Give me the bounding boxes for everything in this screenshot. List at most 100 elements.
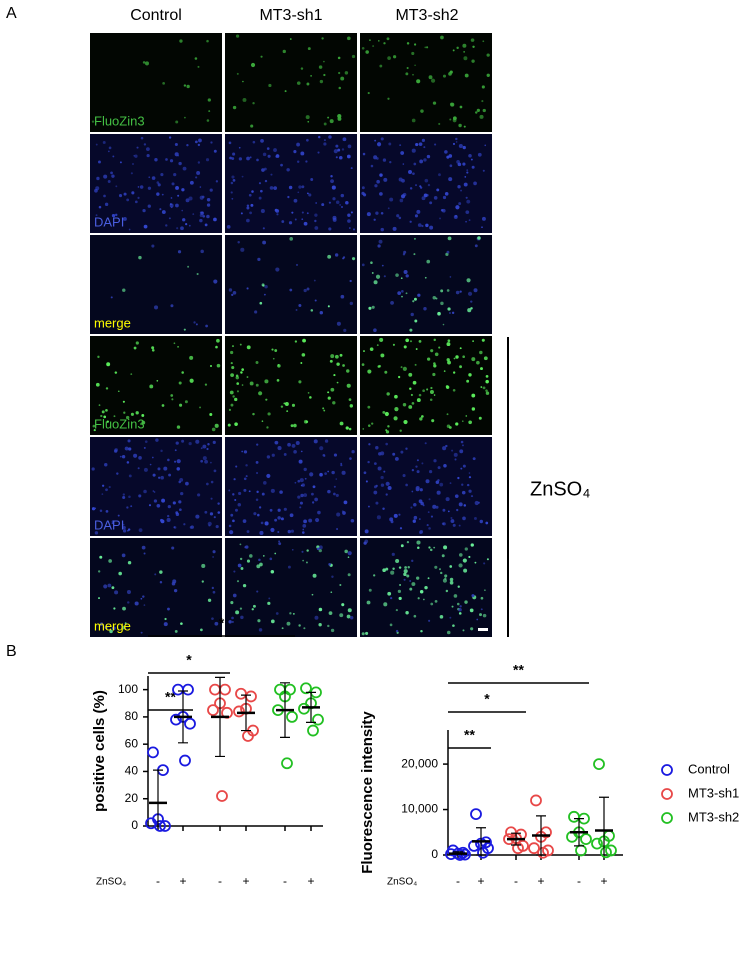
cell-dot — [333, 149, 338, 154]
cell-dot — [206, 482, 209, 486]
cell-dot — [205, 324, 208, 328]
cell-dot — [305, 115, 310, 120]
cell-dot — [392, 343, 395, 346]
cell-dot — [201, 580, 204, 583]
cell-dot — [302, 338, 306, 343]
cell-dot — [454, 214, 458, 218]
cell-dot — [290, 529, 294, 533]
cell-dot — [412, 519, 416, 523]
cell-dot — [229, 530, 234, 535]
cell-dot — [430, 602, 434, 606]
legend-marker — [661, 764, 673, 776]
cell-dot — [395, 629, 399, 633]
cell-dot — [272, 357, 275, 360]
micrograph — [360, 134, 492, 233]
cell-dot — [339, 613, 344, 618]
cell-dot — [468, 555, 471, 559]
cell-dot — [300, 450, 303, 453]
cell-dot — [217, 511, 221, 514]
cell-dot — [184, 116, 186, 119]
cell-dot — [277, 530, 280, 533]
cell-dot — [156, 192, 160, 196]
cell-dot — [382, 568, 386, 573]
cell-dot — [303, 221, 308, 226]
cell-dot — [421, 415, 424, 418]
cell-dot — [171, 398, 174, 401]
cell-dot — [186, 144, 189, 147]
cell-dot — [170, 304, 174, 308]
cell-dot — [206, 119, 210, 122]
cell-dot — [339, 204, 341, 206]
cell-dot — [201, 563, 206, 568]
cell-dot — [167, 458, 170, 462]
cell-dot — [463, 568, 468, 573]
cell-dot — [405, 483, 408, 487]
cell-dot — [402, 402, 407, 407]
cell-dot — [398, 566, 402, 569]
treatment-label: ZnSO₄ — [530, 478, 590, 500]
cell-dot — [432, 295, 437, 300]
row-label: FluoZin3 — [94, 113, 145, 128]
cell-dot — [445, 252, 449, 256]
cell-dot — [126, 590, 131, 595]
cell-dot — [255, 498, 259, 502]
cell-dot — [111, 213, 116, 218]
cell-dot — [263, 167, 267, 171]
cell-dot — [195, 514, 200, 519]
cell-dot — [471, 407, 476, 411]
cell-dot — [428, 546, 431, 549]
cell-dot — [284, 90, 287, 93]
cell-dot — [143, 143, 147, 146]
cell-dot — [153, 499, 158, 503]
cell-dot — [199, 186, 202, 188]
cell-dot — [430, 386, 433, 390]
cell-dot — [455, 355, 459, 359]
cell-dot — [333, 492, 336, 496]
cell-dot — [361, 263, 365, 267]
cell-dot — [241, 368, 244, 371]
cell-dot — [181, 188, 185, 192]
cell-dot — [241, 384, 244, 386]
cell-dot — [294, 218, 297, 221]
cell-dot — [276, 379, 280, 382]
cell-dot — [270, 527, 275, 533]
cell-dot — [252, 412, 255, 416]
cell-dot — [200, 447, 203, 450]
cell-dot — [455, 422, 459, 426]
cell-dot — [341, 206, 343, 208]
cell-dot — [338, 71, 341, 75]
cell-dot — [147, 204, 151, 208]
data-point — [298, 702, 310, 715]
cell-dot — [288, 221, 293, 225]
cell-dot — [445, 444, 448, 448]
data-point — [219, 683, 231, 696]
cell-dot — [327, 391, 330, 394]
cell-dot — [318, 623, 322, 627]
cell-dot — [389, 517, 394, 522]
cell-dot — [462, 145, 466, 150]
cell-dot — [295, 309, 298, 311]
cell-dot — [117, 514, 120, 517]
cell-dot — [267, 412, 271, 416]
cell-dot — [179, 477, 184, 482]
cell-dot — [398, 177, 403, 182]
cell-dot — [202, 444, 207, 449]
cell-dot — [387, 207, 390, 210]
cell-dot — [458, 612, 462, 615]
cell-dot — [122, 529, 127, 533]
cell-dot — [196, 170, 201, 175]
cell-dot — [451, 449, 454, 452]
cell-dot — [251, 190, 254, 193]
cell-dot — [439, 217, 441, 220]
cell-dot — [481, 226, 483, 228]
cell-dot — [302, 559, 304, 562]
x-row-label: ZnSO₄ — [387, 877, 417, 888]
cell-dot — [250, 203, 254, 207]
cell-dot — [278, 542, 282, 546]
cell-dot — [269, 557, 273, 561]
cell-dot — [141, 545, 146, 550]
cell-dot — [289, 513, 294, 518]
cell-dot — [382, 158, 387, 162]
cell-dot — [140, 631, 143, 634]
cell-dot — [265, 398, 268, 401]
